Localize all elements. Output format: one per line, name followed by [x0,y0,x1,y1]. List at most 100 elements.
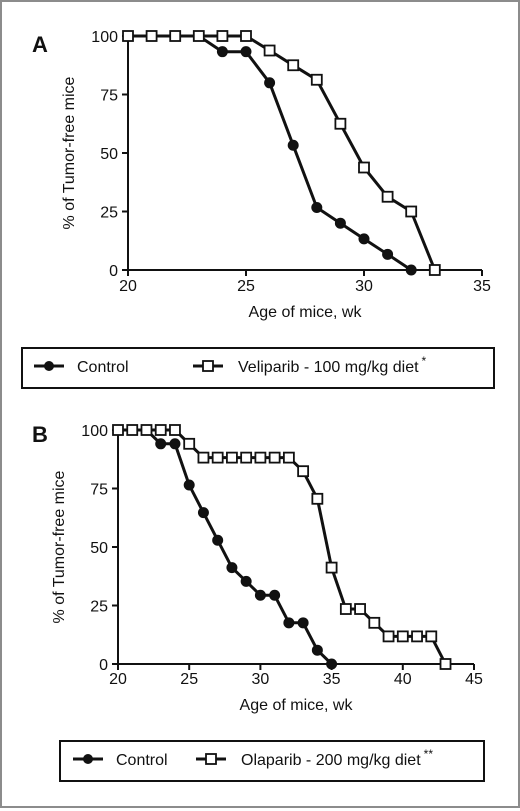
data-point-control [212,534,224,546]
data-point-control [405,264,417,276]
legend: Control Veliparib - 100 mg/kg diet * [21,347,495,389]
y-tick-label: 0 [99,657,108,674]
data-point-treatment [263,44,276,57]
x-tick-label: 30 [252,671,270,688]
data-point-control [297,617,309,629]
data-point-treatment [311,492,324,505]
y-tick-label: 100 [81,423,108,440]
data-point-control [226,562,238,574]
data-point-control [326,658,338,670]
data-point-treatment [254,451,267,464]
data-point-control [269,589,281,601]
y-tick-label: 50 [90,540,108,557]
data-point-control [197,507,209,519]
data-point-treatment [192,30,205,42]
data-point-treatment [381,190,394,203]
data-point-control [240,46,252,58]
chart-panel-b: B 0 25 50 75 100 20 25 30 35 40 45 Age of mice, wk % … [32,422,485,782]
data-point-treatment [169,30,182,42]
data-point-treatment [325,561,338,574]
data-point-treatment [216,30,229,42]
data-point-control [254,589,266,601]
data-point-control [334,217,346,229]
data-point-treatment [428,264,441,276]
legend-label-0: Control [77,359,129,376]
data-point-control [287,139,299,151]
panel-letter: B [32,422,48,447]
data-point-treatment [169,424,181,436]
data-point-treatment [411,630,423,643]
data-point-treatment [282,451,295,464]
data-point-treatment [405,205,418,218]
data-point-control [216,46,228,58]
data-point-treatment [112,424,124,436]
data-point-treatment [154,424,167,436]
legend-marker-treatment [205,753,217,765]
data-point-treatment [396,630,409,643]
data-point-treatment [140,424,153,436]
chart-panel-a: A 0 25 50 75 100 20 25 30 35 Age of mice, wk % of T… [21,29,495,389]
x-tick-label: 30 [355,278,373,295]
x-tick-label: 25 [180,671,198,688]
data-point-control [283,617,295,629]
series-line-0 [118,428,333,666]
data-point-treatment [268,451,281,464]
data-point-control [183,479,195,491]
series-line-1 [128,34,437,271]
panel-letter: A [32,32,48,57]
data-point-treatment [211,451,224,464]
data-point-treatment [439,658,452,670]
data-point-treatment [197,451,210,464]
legend-marker-treatment [202,360,214,372]
data-point-treatment [334,117,347,130]
data-point-control [155,438,167,450]
legend-marker-control [44,361,54,371]
series-line-1 [118,428,447,665]
data-point-control [358,233,370,245]
data-point-treatment [310,73,323,86]
y-tick-label: 75 [100,88,118,105]
data-point-treatment [368,616,381,629]
legend-label-0: Control [116,752,168,769]
y-axis-title: % of Tumor-free mice [51,470,68,623]
data-point-control [382,248,394,260]
data-point-treatment [226,451,238,464]
data-point-treatment [240,30,252,42]
data-point-treatment [287,59,300,72]
data-point-treatment [145,30,158,42]
data-point-treatment [297,465,310,478]
data-point-treatment [358,161,370,174]
x-tick-label: 45 [465,671,483,688]
legend-label-1: Veliparib - 100 mg/kg diet * [238,354,427,376]
data-point-control [264,77,276,89]
data-point-treatment [122,30,134,42]
y-axis-title: % of Tumor-free mice [61,76,78,229]
data-point-treatment [425,630,438,643]
data-point-control [240,575,252,587]
data-point-control [169,438,181,450]
y-tick-label: 25 [90,599,108,616]
x-axis-title: Age of mice, wk [249,304,363,321]
significance-marker: ** [424,747,434,761]
x-axis-title: Age of mice, wk [240,697,354,714]
x-tick-label: 35 [323,671,341,688]
data-point-control [311,644,323,656]
y-tick-label: 100 [91,29,118,46]
y-tick-label: 75 [90,482,108,499]
x-tick-label: 35 [473,278,491,295]
series-line-0 [128,34,413,272]
x-tick-label: 40 [394,671,412,688]
legend-box [21,347,495,389]
x-tick-label: 20 [109,671,127,688]
legend-box [59,740,485,782]
data-point-treatment [354,603,366,615]
y-tick-label: 50 [100,146,118,163]
y-tick-label: 0 [109,263,118,280]
x-tick-label: 20 [119,278,137,295]
y-tick-label: 25 [100,205,118,222]
legend: Control Olaparib - 200 mg/kg diet ** [59,740,485,782]
data-point-treatment [382,630,395,643]
legend-marker-control [83,754,93,764]
